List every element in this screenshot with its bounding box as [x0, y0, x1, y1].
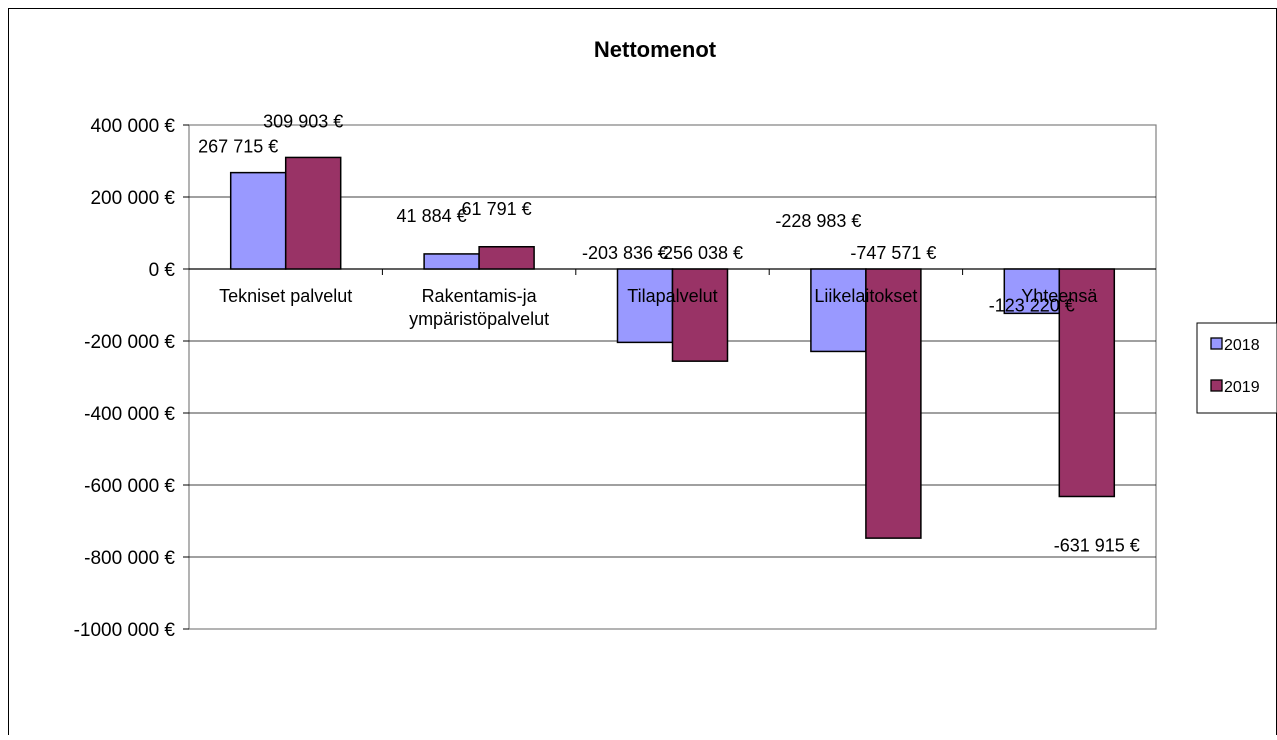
y-tick-label: 200 000 €: [90, 188, 175, 209]
bar-2018: [616, 268, 674, 344]
legend-swatch-2019: [1210, 379, 1223, 392]
bar-2018: [229, 171, 287, 270]
legend-label-2018: 2018: [1224, 337, 1260, 354]
chart-title: Nettomenot: [594, 37, 717, 62]
bar-2019: [865, 268, 922, 539]
bar-2019: [478, 246, 535, 270]
data-label-2018: -203 836 €: [582, 243, 668, 263]
legend-label-2019: 2019: [1224, 379, 1260, 396]
y-tick-label: -600 000 €: [84, 476, 175, 497]
bar-2019: [284, 156, 342, 270]
x-category-label: Rakentamis-ja: [422, 286, 538, 306]
bar-2018: [423, 253, 480, 270]
x-category-label: ympäristöpalvelut: [409, 309, 549, 329]
data-label-2018: -228 983 €: [775, 211, 861, 231]
y-tick-label: -400 000 €: [84, 404, 175, 425]
data-label-2018: 267 715 €: [198, 137, 278, 157]
y-tick-label: 0 €: [149, 260, 176, 281]
data-label-2018: -123 220 €: [989, 295, 1075, 315]
x-category-label: Tekniset palvelut: [219, 286, 352, 306]
plot-area-border: [188, 124, 1157, 630]
y-tick-label: -800 000 €: [84, 548, 175, 569]
data-label-2019: -256 038 €: [657, 243, 743, 263]
bar-2019: [1058, 268, 1116, 498]
data-label-2019: -631 915 €: [1054, 535, 1140, 555]
legend-swatch-2018: [1210, 337, 1223, 350]
y-tick-label: -200 000 €: [84, 332, 175, 353]
bar-2018: [810, 268, 867, 353]
legend-box: [1196, 322, 1277, 414]
data-label-2019: 309 903 €: [263, 111, 343, 131]
data-label-2018: 41 884 €: [397, 206, 467, 226]
x-category-label: Yhteensä: [1021, 286, 1098, 306]
x-category-label: Liikelaitokset: [814, 286, 917, 306]
y-tick-label: 400 000 €: [90, 116, 175, 137]
legend: 2018 2019: [1196, 322, 1277, 414]
bar-2019: [671, 268, 729, 362]
plot-area: 400 000 € 200 000 € 0 € -200 000 € -400 000 …: [74, 111, 1157, 641]
data-label-2019: -747 571 €: [850, 243, 936, 263]
x-category-label: Tilapalvelut: [627, 286, 717, 306]
data-label-2019: 61 791 €: [462, 199, 532, 219]
y-tick-label: -1000 000 €: [74, 620, 176, 641]
bar-2018: [1003, 268, 1061, 315]
